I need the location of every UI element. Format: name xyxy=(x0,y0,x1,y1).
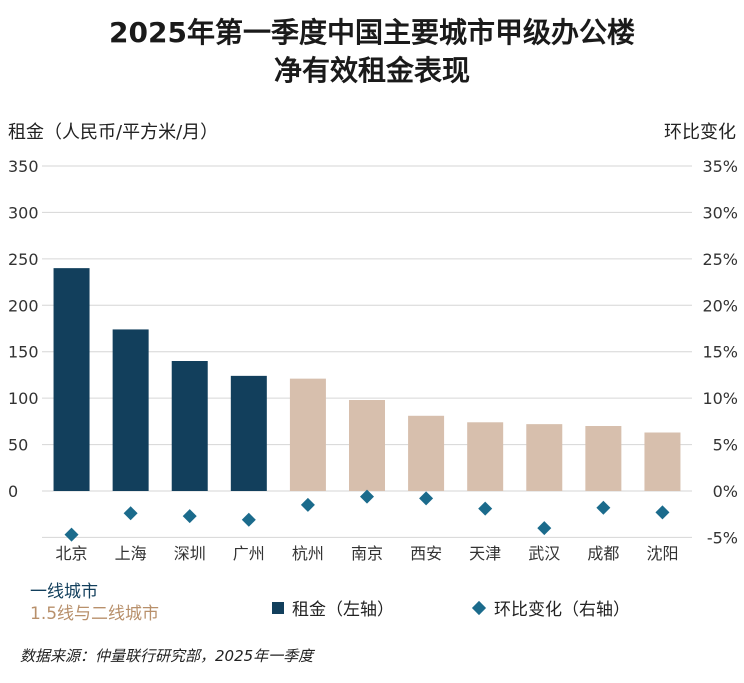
rent-bar xyxy=(289,378,326,491)
category-label: 沈阳 xyxy=(646,544,678,563)
right-tick-label: 25% xyxy=(702,250,738,269)
legend-change: 环比变化（右轴） xyxy=(471,595,630,620)
left-tick-label: 0 xyxy=(8,482,18,501)
right-tick-label: 15% xyxy=(702,343,738,362)
change-marker xyxy=(596,500,611,515)
left-tick-label: 100 xyxy=(8,389,39,408)
change-marker xyxy=(64,527,79,542)
legend-rent: 租金（左轴） xyxy=(272,595,394,620)
change-marker xyxy=(478,501,493,516)
left-tick-label: 300 xyxy=(8,203,39,222)
chart-title: 2025年第一季度中国主要城市甲级办公楼 净有效租金表现 xyxy=(0,14,744,90)
category-label: 上海 xyxy=(115,544,147,563)
change-marker xyxy=(419,491,434,506)
right-axis-title: 环比变化 xyxy=(664,122,736,143)
category-label: 北京 xyxy=(56,544,88,563)
chart-title-line1: 2025年第一季度中国主要城市甲级办公楼 xyxy=(109,16,635,49)
rent-bar xyxy=(467,422,504,491)
right-tick-label: -5% xyxy=(707,528,738,547)
tier-legend: 一线城市 1.5线与二线城市 xyxy=(30,581,159,625)
left-tick-label: 50 xyxy=(8,436,28,455)
rent-bar xyxy=(349,400,385,491)
rent-bars xyxy=(53,268,681,491)
legend-rent-label: 租金（左轴） xyxy=(292,600,394,620)
left-axis-title: 租金（人民币/平方米/月） xyxy=(8,122,219,143)
change-marker xyxy=(360,489,374,504)
category-label: 杭州 xyxy=(292,544,324,563)
left-tick-label: 200 xyxy=(8,296,39,315)
category-label: 西安 xyxy=(410,544,442,563)
right-axis-ticks: 35% 30% 25% 20% 15% 10% 5% 0% -5% xyxy=(702,157,738,547)
category-label: 南京 xyxy=(351,544,383,563)
left-tick-label: 150 xyxy=(8,343,39,362)
left-tick-label: 250 xyxy=(8,250,39,269)
category-label: 武汉 xyxy=(528,544,560,563)
rent-bar xyxy=(112,329,149,491)
change-markers xyxy=(64,489,670,542)
right-tick-label: 30% xyxy=(702,203,738,222)
rent-bar xyxy=(585,426,622,491)
change-marker xyxy=(241,512,256,527)
legend-rent-swatch xyxy=(272,601,284,614)
rent-bar xyxy=(408,415,445,491)
rent-bar xyxy=(644,432,681,491)
left-axis-ticks: 350 300 250 200 150 100 50 0 xyxy=(8,157,39,501)
right-tick-label: 20% xyxy=(702,296,738,315)
change-marker xyxy=(182,509,197,524)
gridlines xyxy=(42,165,692,538)
source-note: 数据来源：仲量联行研究部，2025年一季度 xyxy=(20,647,314,665)
rent-bar xyxy=(171,361,208,491)
category-label: 天津 xyxy=(469,544,501,563)
chart-title-line2: 净有效租金表现 xyxy=(273,54,470,87)
category-labels: 北京 上海 深圳 广州 杭州 南京 西安 天津 武汉 成都 沈阳 xyxy=(56,544,679,563)
legend-change-label: 环比变化（右轴） xyxy=(494,600,630,620)
right-tick-label: 5% xyxy=(713,436,738,455)
rent-bar xyxy=(230,375,267,491)
category-label: 成都 xyxy=(587,544,619,563)
legend-tier1-label: 一线城市 xyxy=(30,582,98,602)
legend-change-swatch xyxy=(471,600,487,615)
change-marker xyxy=(655,505,670,520)
right-tick-label: 35% xyxy=(702,157,738,176)
category-label: 深圳 xyxy=(174,544,206,563)
change-marker xyxy=(537,521,552,536)
change-marker xyxy=(123,506,138,521)
right-tick-label: 0% xyxy=(713,482,738,501)
left-tick-label: 350 xyxy=(8,157,39,176)
change-marker xyxy=(300,497,315,512)
legend-tier2-label: 1.5线与二线城市 xyxy=(30,604,160,624)
category-label: 广州 xyxy=(233,544,265,563)
right-tick-label: 10% xyxy=(702,389,738,408)
rent-bar xyxy=(53,268,90,491)
rent-bar xyxy=(526,424,563,491)
